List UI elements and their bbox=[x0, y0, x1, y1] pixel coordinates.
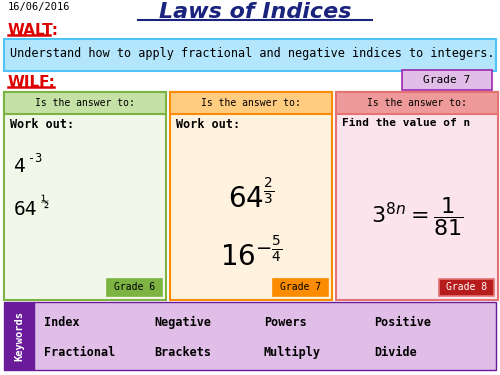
Text: Grade 7: Grade 7 bbox=[280, 282, 321, 292]
Text: ½: ½ bbox=[41, 195, 50, 209]
Text: Work out:: Work out: bbox=[176, 118, 240, 131]
FancyBboxPatch shape bbox=[34, 302, 496, 370]
Text: Fractional: Fractional bbox=[44, 346, 115, 359]
FancyBboxPatch shape bbox=[4, 92, 166, 300]
Text: $64^{\frac{2}{3}}$: $64^{\frac{2}{3}}$ bbox=[228, 180, 274, 214]
FancyBboxPatch shape bbox=[336, 92, 498, 114]
Text: Divide: Divide bbox=[374, 346, 417, 359]
Text: 64: 64 bbox=[14, 200, 38, 219]
Text: Index: Index bbox=[44, 316, 80, 329]
Text: $16^{-\frac{5}{4}}$: $16^{-\frac{5}{4}}$ bbox=[220, 238, 282, 272]
Text: -3: -3 bbox=[28, 152, 42, 165]
Text: Powers: Powers bbox=[264, 316, 307, 329]
FancyBboxPatch shape bbox=[336, 92, 498, 300]
Text: 16/06/2016: 16/06/2016 bbox=[8, 2, 70, 12]
Text: Negative: Negative bbox=[154, 316, 211, 329]
Text: Laws of Indices: Laws of Indices bbox=[159, 2, 351, 22]
Text: WILF:: WILF: bbox=[8, 75, 56, 90]
Text: Multiply: Multiply bbox=[264, 346, 321, 359]
Text: Grade 8: Grade 8 bbox=[446, 282, 487, 292]
Text: Is the answer to:: Is the answer to: bbox=[201, 98, 301, 108]
Text: 4: 4 bbox=[14, 157, 26, 176]
Text: Understand how to apply fractional and negative indices to integers.: Understand how to apply fractional and n… bbox=[10, 48, 494, 60]
Text: Grade 7: Grade 7 bbox=[424, 75, 470, 85]
Text: $3^{8n} = \dfrac{1}{81}$: $3^{8n} = \dfrac{1}{81}$ bbox=[371, 195, 463, 238]
FancyBboxPatch shape bbox=[170, 92, 332, 300]
FancyBboxPatch shape bbox=[273, 279, 328, 296]
FancyBboxPatch shape bbox=[4, 302, 34, 370]
FancyBboxPatch shape bbox=[4, 92, 166, 114]
Text: WALT:: WALT: bbox=[8, 23, 59, 38]
Text: Brackets: Brackets bbox=[154, 346, 211, 359]
FancyBboxPatch shape bbox=[439, 279, 494, 296]
FancyBboxPatch shape bbox=[402, 70, 492, 90]
FancyBboxPatch shape bbox=[107, 279, 162, 296]
FancyBboxPatch shape bbox=[4, 39, 496, 71]
FancyBboxPatch shape bbox=[170, 92, 332, 114]
Text: Positive: Positive bbox=[374, 316, 431, 329]
Text: Is the answer to:: Is the answer to: bbox=[35, 98, 135, 108]
Text: Work out:: Work out: bbox=[10, 118, 74, 131]
Text: Is the answer to:: Is the answer to: bbox=[367, 98, 467, 108]
Text: Keywords: Keywords bbox=[14, 311, 24, 361]
Text: Grade 6: Grade 6 bbox=[114, 282, 155, 292]
Text: Find the value of n: Find the value of n bbox=[342, 118, 470, 128]
